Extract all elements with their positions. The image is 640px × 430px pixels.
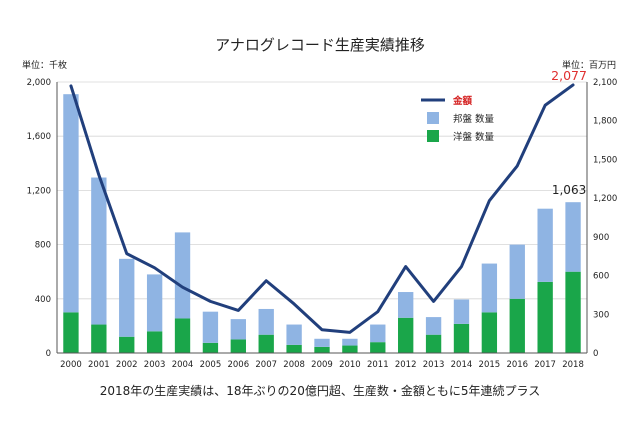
x-tick-label: 2017 [534, 360, 556, 370]
x-tick-label: 2014 [451, 360, 473, 370]
bar [230, 319, 246, 340]
bar [342, 345, 358, 353]
bar [481, 312, 498, 353]
x-tick-label: 2005 [200, 360, 222, 370]
bar [119, 336, 135, 353]
x-tick-label: 2016 [506, 360, 528, 370]
annotations: 2,077 1,063 [551, 68, 587, 197]
y-right-tick-label: 1,200 [593, 194, 617, 204]
bar [370, 324, 386, 343]
bar [258, 334, 274, 353]
bar [202, 342, 219, 353]
y-left-tick-label: 0 [46, 349, 51, 359]
y-left-tick-label: 800 [35, 241, 51, 251]
bar [425, 334, 442, 353]
bar [314, 346, 330, 353]
data-label: 2,077 [551, 68, 587, 83]
bar [258, 308, 274, 335]
x-tick-label: 2007 [255, 360, 277, 370]
line-series [69, 83, 575, 334]
bar [509, 244, 525, 299]
y-left-tick-label: 1,600 [27, 132, 51, 142]
bar [146, 331, 163, 353]
legend-label: 金額 [452, 95, 473, 107]
bar [286, 324, 302, 345]
bar [398, 292, 414, 318]
y-right-tick-label: 1,500 [593, 155, 617, 165]
y-axis-left-unit: 単位：千枚 [22, 59, 67, 71]
bar-series [63, 94, 581, 353]
bar [119, 258, 135, 337]
x-tick-label: 2006 [227, 360, 249, 370]
y-right-tick-label: 600 [593, 272, 609, 282]
bar [146, 274, 163, 332]
bar [63, 94, 79, 313]
x-tick-label: 2003 [144, 360, 166, 370]
x-tick-label: 2008 [283, 360, 305, 370]
axes: 0 400 800 1,200 1,600 2,000 0 300 600 900 1,200 1,5… [27, 78, 618, 370]
x-tick-label: 2011 [367, 360, 389, 370]
x-tick-label: 2002 [116, 360, 138, 370]
x-tick-label: 2001 [88, 360, 110, 370]
bar [537, 208, 553, 282]
x-tick-label: 2009 [311, 360, 333, 370]
bar [481, 263, 498, 313]
bar [202, 311, 219, 343]
y-left-tick-label: 400 [35, 295, 51, 305]
grid-lines [57, 81, 587, 300]
line-path [69, 83, 575, 334]
x-tick-label: 2004 [172, 360, 194, 370]
x-tick-label: 2000 [60, 360, 82, 370]
bar [453, 299, 470, 324]
bar [398, 317, 414, 353]
y-left-tick-label: 2,000 [27, 78, 51, 88]
chart-caption: 2018年の生産実績は、18年ぶりの20億円超、生産数・金額ともに5年連続プラス [100, 383, 540, 398]
y-right-tick-label: 2,100 [593, 78, 617, 88]
x-tick-label: 2010 [339, 360, 361, 370]
legend-label: 邦盤 数量 [453, 113, 495, 125]
bar [286, 344, 302, 353]
legend-swatch [427, 112, 439, 124]
bar [453, 323, 470, 353]
bar [174, 318, 191, 353]
bar [565, 202, 581, 272]
bar [63, 312, 79, 353]
y-axis-right-unit: 単位：百万円 [562, 59, 616, 71]
bar [230, 339, 246, 353]
chart-title: アナログレコード生産実績推移 [215, 36, 425, 54]
bar [565, 271, 581, 353]
bar [342, 338, 358, 346]
bar [509, 298, 525, 353]
x-tick-label: 2018 [562, 360, 584, 370]
bar [174, 232, 191, 319]
y-left-tick-label: 1,200 [27, 186, 51, 196]
bar [537, 281, 553, 353]
x-tick-label: 2012 [395, 360, 417, 370]
legend-label: 洋盤 数量 [453, 131, 495, 143]
y-right-tick-label: 0 [593, 349, 598, 359]
y-right-tick-label: 300 [593, 310, 609, 320]
bar [91, 324, 107, 353]
bar [314, 338, 330, 347]
x-tick-label: 2013 [423, 360, 445, 370]
legend-swatch [427, 130, 439, 142]
y-right-tick-label: 1,800 [593, 117, 617, 127]
x-tick-label: 2015 [479, 360, 501, 370]
bar [425, 317, 442, 335]
bar [370, 342, 386, 353]
y-right-tick-label: 900 [593, 233, 609, 243]
data-label: 1,063 [552, 183, 586, 197]
bar [91, 177, 107, 325]
